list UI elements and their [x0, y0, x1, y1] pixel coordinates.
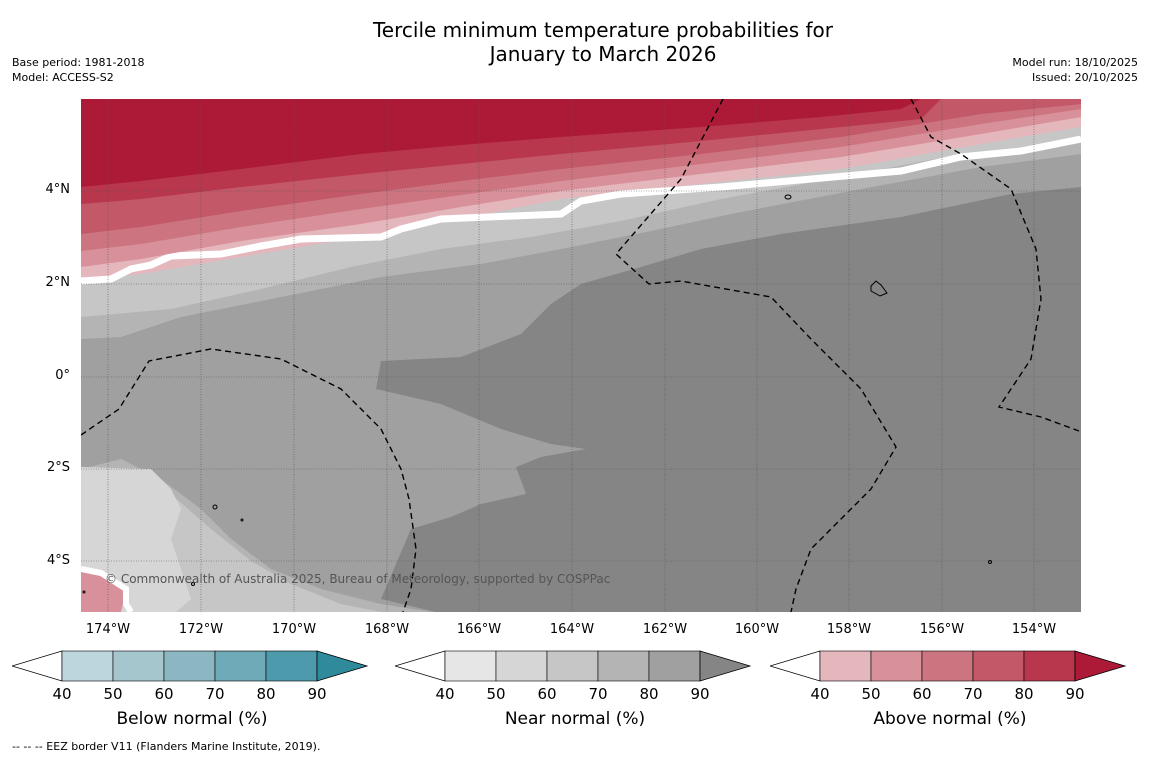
near-normal-tick-label: 80 [639, 685, 659, 703]
above-normal-tick-label: 50 [861, 685, 881, 703]
above-normal-colorbar-segment [1023, 650, 1076, 682]
near-normal-tick-label: 40 [435, 685, 455, 703]
model-name: Model: ACCESS-S2 [12, 71, 114, 84]
near-normal-colorbar-segment [444, 650, 497, 682]
lon-label-162w: 162°W [642, 622, 688, 637]
below-normal-tick-label: 50 [103, 685, 123, 703]
lon-label-166w: 166°W [456, 622, 502, 637]
below-normal-tick-label: 80 [256, 685, 276, 703]
meta-left: Base period: 1981-2018 Model: ACCESS-S2 [12, 55, 144, 85]
lon-label-174w: 174°W [85, 622, 131, 637]
base-period: Base period: 1981-2018 [12, 56, 145, 69]
near-normal-tick-label: 50 [486, 685, 506, 703]
chart-title: Tercile minimum temperature probabilitie… [0, 18, 1150, 66]
lat-label-4s: 4°S [46, 553, 70, 568]
white-boundary-bottom [81, 566, 134, 612]
islands [82, 194, 992, 594]
lon-label-164w: 164°W [549, 622, 595, 637]
map-svg [81, 99, 1081, 612]
above-normal-tick-label: 60 [912, 685, 932, 703]
eez-borders [81, 99, 1080, 612]
map-panel[interactable] [81, 99, 1081, 612]
lon-label-156w: 156°W [919, 622, 965, 637]
lat-label-0: 0° [55, 368, 70, 383]
above-normal-colorbar-segment [870, 650, 923, 682]
footer-eez-note: -- -- -- EEZ border V11 (Flanders Marine… [12, 740, 321, 753]
meta-right: Model run: 18/10/2025 Issued: 20/10/2025 [1012, 55, 1138, 85]
lon-label-168w: 168°W [364, 622, 410, 637]
below-normal-colorbar-segment [163, 650, 216, 682]
near-normal-colorbar-segment [546, 650, 599, 682]
copyright-notice: © Commonwealth of Australia 2025, Bureau… [105, 572, 611, 586]
lat-label-2n: 2°N [45, 275, 71, 290]
below-normal-colorbar [12, 650, 372, 684]
above-normal-colorbar-low-extend [770, 650, 821, 682]
below-normal-tick-label: 70 [205, 685, 225, 703]
near-normal-colorbar-high-extend [699, 650, 752, 682]
near-normal-colorbar-svg [395, 650, 752, 682]
near-normal-colorbar-segment [495, 650, 548, 682]
near-normal-tick-label: 60 [537, 685, 557, 703]
below-normal-tick-label: 60 [154, 685, 174, 703]
above-normal-colorbar-segment [972, 650, 1025, 682]
below-normal-tick-label: 90 [307, 685, 327, 703]
lon-label-170w: 170°W [271, 622, 317, 637]
lon-label-160w: 160°W [734, 622, 780, 637]
near-normal-colorbar [395, 650, 755, 684]
above-normal-colorbar-svg [770, 650, 1127, 682]
gridlines [81, 99, 1081, 612]
near-normal-colorbar-segment [597, 650, 650, 682]
below-normal-colorbar-title: Below normal (%) [116, 709, 268, 729]
above-normal-tick-label: 40 [810, 685, 830, 703]
lat-label-4n: 4°N [45, 182, 71, 197]
near-normal-colorbar-segment [648, 650, 701, 682]
title-line-2: January to March 2026 [489, 42, 717, 66]
below-normal-colorbar-segment [214, 650, 267, 682]
near-normal-tick-label: 70 [588, 685, 608, 703]
near-normal-tick-label: 90 [690, 685, 710, 703]
model-run: Model run: 18/10/2025 [1012, 56, 1138, 69]
above-normal-colorbar-segment [819, 650, 872, 682]
below-normal-colorbar-segment [265, 650, 318, 682]
title-line-1: Tercile minimum temperature probabilitie… [372, 18, 834, 42]
above-normal-colorbar-segment [921, 650, 974, 682]
lon-label-172w: 172°W [178, 622, 224, 637]
above-normal-colorbar-high-extend [1074, 650, 1127, 682]
below-normal-colorbar-segment [112, 650, 165, 682]
above-normal-tick-label: 90 [1065, 685, 1085, 703]
near-normal-colorbar-title: Near normal (%) [504, 709, 646, 729]
above-normal-tick-label: 80 [1014, 685, 1034, 703]
lon-label-154w: 154°W [1011, 622, 1057, 637]
below-normal-colorbar-low-extend [12, 650, 63, 682]
lon-label-158w: 158°W [826, 622, 872, 637]
below-normal-colorbar-svg [12, 650, 369, 682]
white-boundary [81, 135, 1081, 285]
near-normal-colorbar-low-extend [395, 650, 446, 682]
lat-label-2s: 2°S [46, 460, 70, 475]
above-normal-tick-label: 70 [963, 685, 983, 703]
below-normal-colorbar-high-extend [316, 650, 369, 682]
below-normal-colorbar-segment [61, 650, 114, 682]
issued-date: Issued: 20/10/2025 [1031, 71, 1138, 84]
above-normal-colorbar-title: Above normal (%) [873, 709, 1027, 729]
below-normal-tick-label: 40 [52, 685, 72, 703]
above-normal-colorbar [770, 650, 1130, 684]
